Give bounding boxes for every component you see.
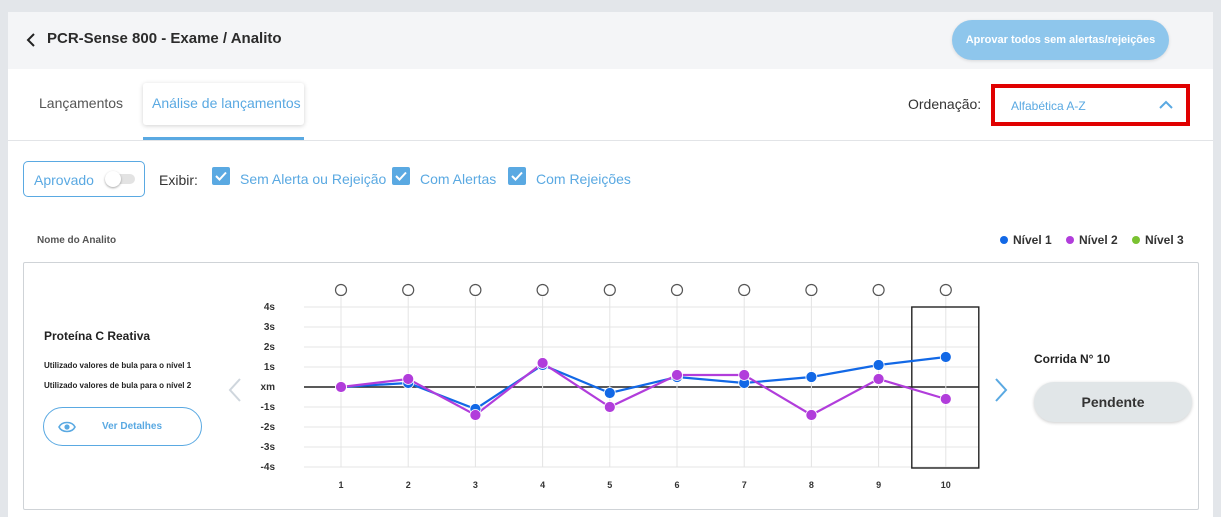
legend-label: Nível 2 <box>1079 233 1118 247</box>
aprovado-switch[interactable] <box>105 171 135 187</box>
legend-nivel-1: Nível 1 <box>1000 233 1052 247</box>
checkbox-sem-alerta[interactable] <box>212 167 230 185</box>
y-tick-label: 4s <box>264 302 276 313</box>
chevron-up-icon <box>1159 100 1173 109</box>
run-select-circle[interactable] <box>536 283 549 297</box>
y-tick-label: -2s <box>261 422 276 433</box>
x-tick-label: 1 <box>338 480 343 490</box>
data-point[interactable] <box>469 409 482 421</box>
chevron-right-icon[interactable] <box>993 376 1009 404</box>
series-line <box>340 355 946 411</box>
x-tick-label: 7 <box>742 480 747 490</box>
data-point[interactable] <box>671 369 683 381</box>
run-select-circle[interactable] <box>738 283 751 297</box>
legend-dot <box>1000 236 1008 244</box>
run-select-circle[interactable] <box>402 283 415 297</box>
legend-label: Nível 3 <box>1145 233 1184 247</box>
page-title: PCR-Sense 800 - Exame / Analito <box>47 30 282 47</box>
ordering-value: Alfabética A-Z <box>1011 99 1086 113</box>
y-tick-label: 2s <box>264 342 276 353</box>
run-select-circle[interactable] <box>872 283 885 297</box>
bula-note-2: Utilizado valores de bula para o nível 2 <box>44 381 192 390</box>
x-tick-label: 6 <box>674 480 679 490</box>
run-select-circle[interactable] <box>603 283 616 297</box>
eye-icon <box>58 421 76 433</box>
aprovado-toggle-button[interactable]: Aprovado <box>23 161 145 197</box>
selected-run-box <box>911 306 980 469</box>
legend-label: Nível 1 <box>1013 233 1052 247</box>
data-point[interactable] <box>738 369 751 381</box>
y-tick-label: 1s <box>264 362 276 373</box>
analito-column-label: Nome do Analito <box>37 235 117 246</box>
page-header: PCR-Sense 800 - Exame / Analito Aprovar … <box>8 12 1213 69</box>
legend-nivel-2: Nível 2 <box>1066 233 1118 247</box>
x-tick-label: 4 <box>540 480 545 490</box>
y-tick-label: -1s <box>261 402 276 413</box>
filters-bar: Aprovado Exibir: Sem Alerta ou Rejeição … <box>8 142 1213 222</box>
run-number-label: Corrida N° 10 <box>1034 352 1111 366</box>
y-tick-label: -3s <box>261 442 276 453</box>
y-tick-label: -4s <box>261 462 276 473</box>
x-tick-label: 3 <box>473 480 478 490</box>
checkbox-com-rejeicoes[interactable] <box>508 167 526 185</box>
x-tick-label: 10 <box>941 480 951 490</box>
checkbox-com-alertas-label[interactable]: Com Alertas <box>420 171 497 187</box>
run-select-circle[interactable] <box>670 283 684 297</box>
series-line <box>340 361 947 417</box>
ordering-label: Ordenação: <box>908 96 982 112</box>
y-tick-label: 3s <box>264 322 276 333</box>
check-icon <box>215 171 227 181</box>
pendente-button[interactable]: Pendente <box>1034 382 1192 422</box>
run-select-circle[interactable] <box>805 283 818 297</box>
x-tick-label: 5 <box>607 480 612 490</box>
checkbox-sem-alerta-label[interactable]: Sem Alerta ou Rejeição <box>240 171 387 187</box>
x-tick-label: 9 <box>876 480 881 490</box>
data-point[interactable] <box>536 357 549 369</box>
ver-detalhes-label: Ver Detalhes <box>102 421 163 432</box>
main-card: PCR-Sense 800 - Exame / Analito Aprovar … <box>8 12 1213 517</box>
checkbox-com-alertas[interactable] <box>392 167 410 185</box>
ver-detalhes-button[interactable]: Ver Detalhes <box>43 407 202 446</box>
check-icon <box>511 171 523 181</box>
approve-all-button[interactable]: Aprovar todos sem alertas/rejeições <box>952 20 1169 60</box>
data-point[interactable] <box>872 359 885 371</box>
x-tick-label: 8 <box>809 480 814 490</box>
active-tab-indicator <box>143 137 304 140</box>
check-icon <box>395 171 407 181</box>
run-select-circle[interactable] <box>939 283 952 297</box>
run-select-circle[interactable] <box>469 283 482 297</box>
y-tick-label: xm <box>261 382 276 393</box>
tab-lancamentos[interactable]: Lançamentos <box>39 95 124 111</box>
tab-analise-lancamentos[interactable]: Análise de lançamentos <box>143 83 304 125</box>
legend-dot <box>1132 236 1140 244</box>
ordering-select[interactable]: Alfabética A-Z <box>991 84 1190 126</box>
x-tick-label: 2 <box>406 480 411 490</box>
data-point[interactable] <box>335 381 347 393</box>
legend-dot <box>1066 236 1074 244</box>
data-point[interactable] <box>805 409 818 421</box>
aprovado-label: Aprovado <box>34 172 94 188</box>
data-point[interactable] <box>805 371 818 383</box>
data-point[interactable] <box>939 393 952 405</box>
tabs-bar: Lançamentos Análise de lançamentos Orden… <box>8 69 1213 141</box>
analito-name: Proteína C Reativa <box>44 329 151 343</box>
data-point[interactable] <box>603 401 616 413</box>
checkbox-com-rejeicoes-label[interactable]: Com Rejeições <box>536 171 631 187</box>
data-point[interactable] <box>603 387 616 399</box>
data-point[interactable] <box>872 373 885 385</box>
switch-track <box>111 174 135 184</box>
exibir-label: Exibir: <box>159 172 198 188</box>
bula-note-1: Utilizado valores de bula para o nível 1 <box>44 361 192 370</box>
control-chart: 4s 3s 2s 1s xm -1s -2s -3s -4s 1 2 3 4 5 6 7 8 9 10 <box>261 283 980 490</box>
back-arrow-icon[interactable] <box>22 30 42 50</box>
legend-nivel-3: Nível 3 <box>1132 233 1184 247</box>
data-point[interactable] <box>402 373 415 385</box>
tab-analise-label: Análise de lançamentos <box>152 95 301 111</box>
chevron-left-icon[interactable] <box>227 376 243 404</box>
switch-knob <box>105 171 121 187</box>
analito-panel: Proteína C Reativa Utilizado valores de … <box>23 262 1199 510</box>
data-point[interactable] <box>939 351 952 363</box>
run-select-circle[interactable] <box>334 283 348 297</box>
